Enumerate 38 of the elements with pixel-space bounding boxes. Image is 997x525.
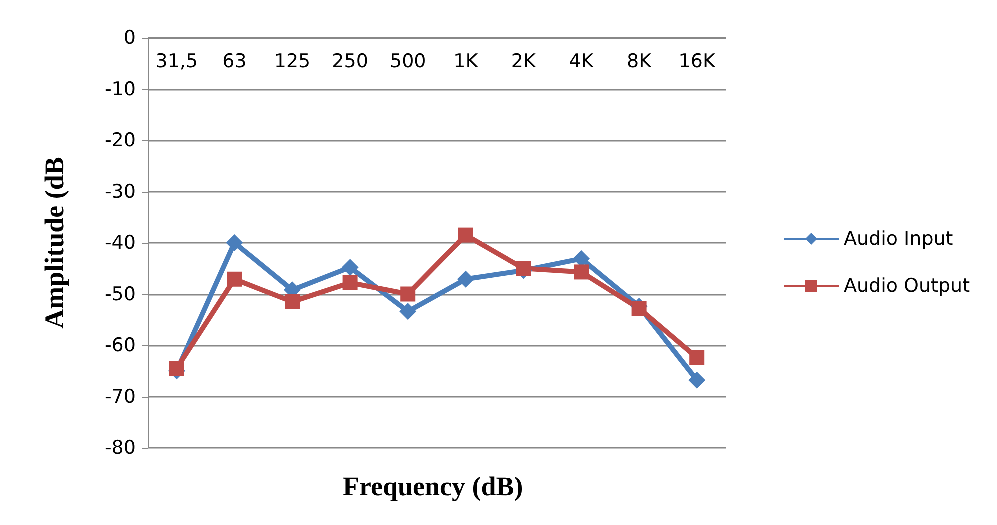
- y-tick-label: -60: [104, 334, 136, 356]
- point: [169, 361, 184, 376]
- x-tick-label: 2K: [511, 50, 537, 72]
- point: [227, 272, 242, 287]
- y-tick-label: 0: [124, 27, 136, 49]
- x-axis-title: Frequency (dB): [343, 472, 524, 502]
- point: [285, 294, 300, 310]
- point: [458, 228, 474, 243]
- y-tick-label: -80: [104, 437, 136, 459]
- y-tick-label: -50: [104, 283, 136, 306]
- point: [516, 261, 532, 276]
- point: [574, 264, 589, 280]
- point: [226, 234, 244, 252]
- y-axis-title: Amplitude (dB: [40, 157, 70, 329]
- y-tick-label: -20: [104, 130, 136, 152]
- y-tick-label: -30: [104, 180, 136, 203]
- y-tick-label: -70: [104, 386, 136, 408]
- legend-label: Audio Input: [844, 228, 954, 250]
- x-tick-label: 63: [222, 50, 247, 72]
- point: [457, 270, 474, 288]
- point: [688, 372, 706, 389]
- x-tick-label: 16K: [678, 50, 716, 72]
- point: [400, 286, 416, 302]
- point: [690, 350, 705, 366]
- point: [342, 259, 359, 276]
- legend-label: Audio Output: [844, 275, 970, 297]
- point: [400, 303, 417, 320]
- point: [342, 275, 358, 290]
- x-tick-label: 31,5: [156, 50, 198, 72]
- x-tick-label: 4K: [569, 50, 594, 72]
- x-tick-label: 500: [390, 50, 426, 72]
- x-tick-label: 8K: [627, 50, 652, 72]
- y-tick-label: -40: [104, 232, 136, 254]
- x-tick-label: 250: [332, 50, 368, 72]
- x-tick-label: 1K: [454, 50, 479, 72]
- y-tick-label: -10: [104, 78, 136, 100]
- x-tick-label: 125: [274, 50, 311, 72]
- point: [632, 301, 647, 316]
